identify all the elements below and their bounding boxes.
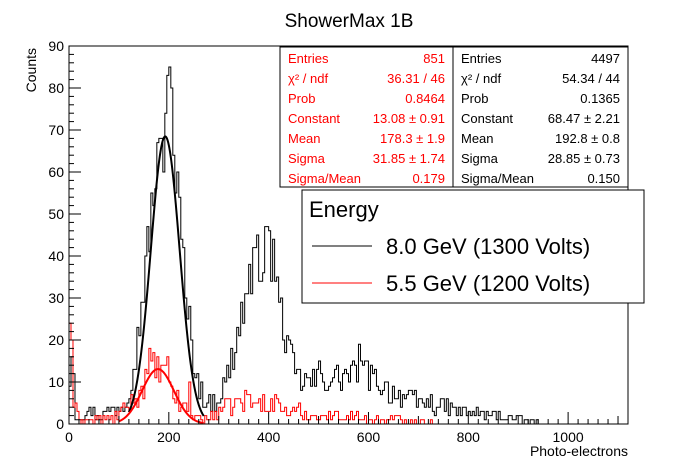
stats-value: 54.34 / 44 — [562, 71, 620, 86]
stats-box-frame — [452, 46, 629, 188]
stats-label: Entries — [288, 51, 329, 66]
y-tick-label: 10 — [48, 374, 64, 390]
gaussian-fit-1 — [127, 135, 205, 417]
stats-box-frame — [279, 46, 454, 188]
fit-layer — [118, 135, 205, 425]
stats-value: 0.150 — [587, 171, 620, 186]
stats-value: 36.31 / 46 — [387, 71, 445, 86]
stats-value: 68.47 ± 2.21 — [548, 111, 620, 126]
chart-title: ShowerMax 1B — [285, 11, 414, 32]
stats-label: χ² / ndf — [461, 71, 501, 86]
y-tick-label: 30 — [48, 290, 64, 306]
x-tick-label: 800 — [457, 429, 481, 445]
legend-title: Energy — [309, 197, 379, 222]
stats-label: Prob — [461, 91, 488, 106]
stats-label: χ² / ndf — [288, 71, 328, 86]
stats-value: 0.179 — [412, 171, 445, 186]
stats-label: Mean — [461, 131, 494, 146]
stats-box-2: Entries 4497 χ² / ndf 54.34 / 44 Prob 0.1365 C… — [452, 46, 629, 188]
y-tick-label: 90 — [48, 38, 64, 54]
stats-value: 13.08 ± 0.91 — [373, 111, 445, 126]
stats-label: Sigma/Mean — [461, 171, 534, 186]
y-axis: 0 10 20 30 40 50 60 70 80 90 — [48, 38, 81, 432]
stats-value: 178.3 ± 1.9 — [380, 131, 445, 146]
x-tick-label: 400 — [257, 429, 281, 445]
y-axis-label: Counts — [23, 48, 39, 92]
stats-value: 0.1365 — [580, 91, 620, 106]
stats-value: 192.8 ± 0.8 — [555, 131, 620, 146]
stats-label: Constant — [288, 111, 340, 126]
x-axis: 0 200 400 600 800 1000 — [65, 412, 629, 445]
stats-label: Sigma — [288, 151, 326, 166]
stats-value: 851 — [423, 51, 445, 66]
stats-value: 28.85 ± 0.73 — [548, 151, 620, 166]
stats-boxes: Entries 851 χ² / ndf 36.31 / 46 Prob 0.8464 Co… — [279, 46, 629, 188]
stats-value: 4497 — [591, 51, 620, 66]
legend-entry-label: 5.5 GeV (1200 Volts) — [386, 271, 590, 296]
y-tick-label: 0 — [56, 416, 64, 432]
y-tick-label: 70 — [48, 122, 64, 138]
legend: Energy 8.0 GeV (1300 Volts) 5.5 GeV (1200 … — [301, 189, 645, 304]
y-tick-label: 50 — [48, 206, 64, 222]
stats-value: 0.8464 — [405, 91, 445, 106]
x-tick-label: 0 — [65, 429, 73, 445]
x-tick-label: 1000 — [553, 429, 584, 445]
y-tick-label: 20 — [48, 332, 64, 348]
legend-frame — [301, 189, 645, 304]
stats-box-1: Entries 851 χ² / ndf 36.31 / 46 Prob 0.8464 Co… — [279, 46, 454, 188]
y-tick-label: 40 — [48, 248, 64, 264]
x-tick-label: 600 — [357, 429, 381, 445]
legend-entry-label: 8.0 GeV (1300 Volts) — [386, 234, 590, 259]
stats-label: Entries — [461, 51, 502, 66]
x-axis-label: Photo-electrons — [530, 443, 628, 459]
y-tick-label: 80 — [48, 80, 64, 96]
stats-label: Mean — [288, 131, 321, 146]
stats-value: 31.85 ± 1.74 — [373, 151, 445, 166]
stats-label: Sigma/Mean — [288, 171, 361, 186]
stats-label: Prob — [288, 91, 315, 106]
stats-label: Constant — [461, 111, 513, 126]
y-tick-label: 60 — [48, 164, 64, 180]
stats-label: Sigma — [461, 151, 499, 166]
gaussian-fit-2 — [118, 368, 204, 425]
x-tick-label: 200 — [157, 429, 181, 445]
